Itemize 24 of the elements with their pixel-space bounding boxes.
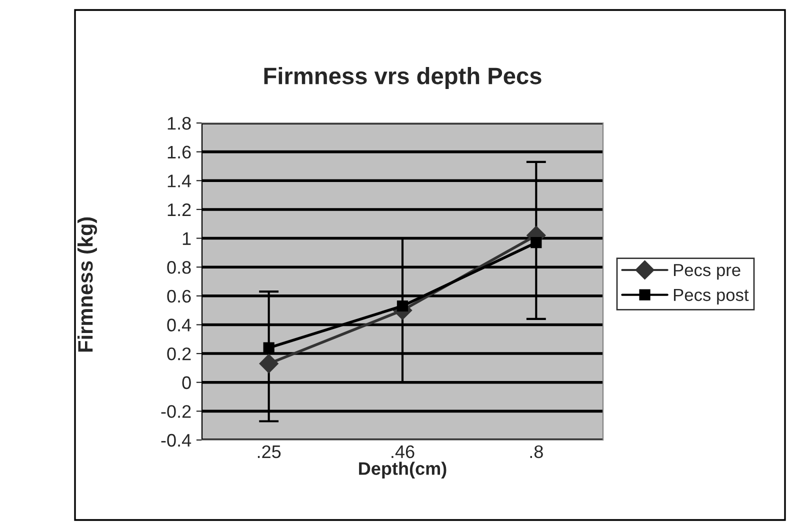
y-tick-label: 0.2: [167, 347, 191, 360]
legend-label: Pecs pre: [674, 264, 740, 280]
y-tick-label: 1: [182, 232, 191, 245]
y-tick-label: 0: [182, 376, 191, 390]
y-tick-label: -0.4: [161, 434, 192, 447]
point: [259, 354, 278, 374]
point: [396, 300, 408, 312]
x-tick-label: .46: [392, 445, 414, 458]
point: [263, 342, 274, 354]
chart-title: Firmness vrs depth Pecs: [264, 67, 542, 90]
y-tick-label: 0.8: [167, 261, 191, 274]
y-tick-label: 0.6: [167, 290, 191, 303]
x-tick-label: .8: [530, 445, 543, 458]
y-axis-title: Firmness (kg): [77, 217, 97, 352]
legend-label: Pecs post: [674, 288, 749, 305]
x-axis-title: Depth(cm): [359, 462, 446, 479]
y-tick-label: 1.8: [168, 116, 191, 130]
y-tick-label: 1.6: [168, 146, 191, 159]
y-tick-label: 1.4: [168, 174, 192, 188]
point: [530, 237, 542, 248]
y-tick-label: -0.2: [161, 405, 191, 418]
x-tick-label: .25: [258, 445, 281, 458]
y-tick-label: 1.2: [168, 203, 191, 216]
y-tick-label: 0.4: [167, 318, 192, 332]
